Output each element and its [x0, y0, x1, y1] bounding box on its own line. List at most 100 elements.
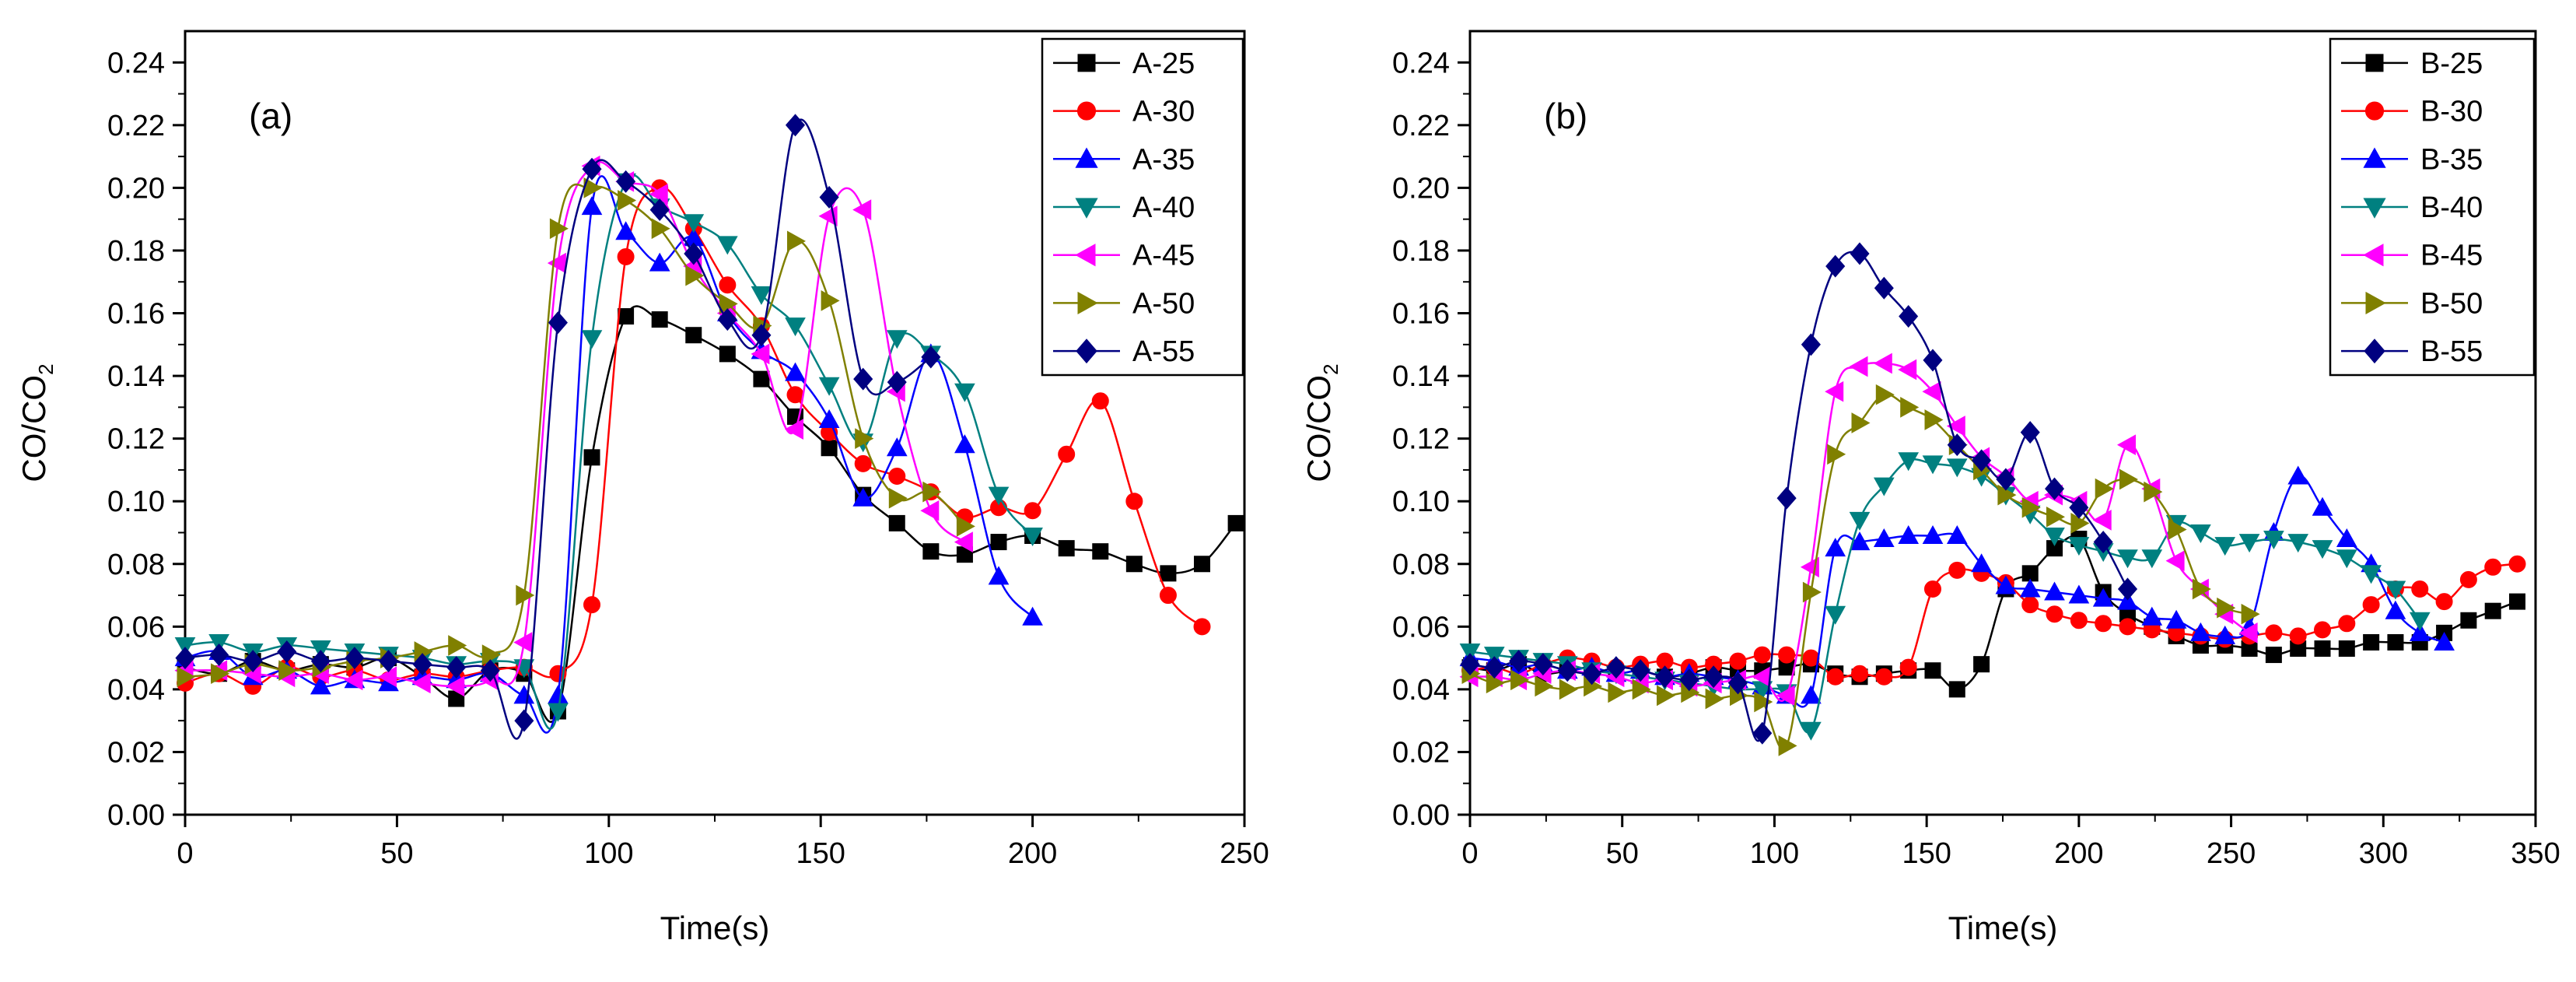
data-point: [2165, 550, 2185, 572]
y-axis-title: CO/CO2: [16, 363, 58, 482]
data-point: [2046, 506, 2066, 528]
data-point: [649, 198, 670, 222]
data-point: [481, 644, 501, 665]
data-point: [1947, 433, 1967, 457]
data-point: [582, 157, 602, 181]
data-point: [277, 640, 297, 664]
data-point: [1850, 242, 1870, 265]
data-point: [1159, 587, 1177, 605]
legend-item-B-25: B-25: [2341, 47, 2483, 80]
data-point: [1923, 580, 1941, 598]
x-tick-label: 150: [796, 837, 845, 870]
data-point: [1703, 665, 1724, 689]
data-point: [2095, 478, 2114, 500]
data-point: [1535, 675, 1554, 697]
data-point: [1922, 524, 1944, 544]
legend-marker: [2364, 338, 2385, 364]
x-tick-label: 0: [1461, 837, 1478, 870]
data-point: [1559, 679, 1578, 700]
data-point: [2509, 593, 2526, 610]
panel-label: (b): [1544, 96, 1587, 136]
y-tick-label: 0.00: [1392, 799, 1450, 832]
data-point: [1899, 658, 1917, 676]
x-tick-label: 150: [1902, 837, 1951, 870]
data-point: [581, 330, 603, 349]
data-point: [2069, 496, 2089, 519]
data-point: [513, 632, 533, 653]
data-point: [751, 343, 770, 365]
data-point: [954, 434, 975, 454]
data-point: [719, 293, 738, 314]
data-point: [2044, 581, 2065, 601]
data-point: [2070, 513, 2090, 534]
data-point: [2508, 555, 2526, 573]
series-B-55: [1460, 242, 2138, 745]
data-point: [819, 185, 839, 209]
data-point: [243, 650, 263, 673]
data-point: [821, 440, 838, 457]
data-point: [1873, 528, 1895, 547]
series-line: [184, 183, 966, 679]
legend-marker: [2365, 291, 2386, 315]
data-point: [1849, 531, 1871, 551]
data-point: [1753, 646, 1771, 664]
legend-label: A-50: [1132, 287, 1195, 320]
data-point: [446, 675, 465, 697]
data-point: [1776, 685, 1795, 707]
legend-label: A-30: [1132, 96, 1195, 128]
legend-item-B-45: B-45: [2341, 240, 2483, 272]
data-point: [1826, 668, 1844, 686]
data-point: [685, 265, 705, 286]
data-point: [1802, 581, 1822, 603]
data-point: [786, 386, 804, 404]
y-tick-label: 0.18: [107, 235, 165, 268]
data-point: [516, 584, 535, 606]
data-point: [1632, 679, 1651, 700]
data-point: [2363, 633, 2380, 651]
data-point: [1801, 685, 1822, 704]
panel-label: (a): [249, 96, 292, 136]
chart-panel-a: 0 50 100 150 200 250Time(s)0.000.020.040.060.…: [16, 30, 1269, 946]
data-point: [548, 685, 569, 704]
series-line: [1469, 563, 2518, 679]
y-tick-label: 0.00: [107, 799, 165, 832]
data-point: [2361, 565, 2382, 584]
data-point: [211, 663, 230, 685]
data-point: [921, 345, 941, 369]
legend-item-B-35: B-35: [2341, 143, 2483, 176]
data-point: [1510, 669, 1530, 691]
legend-marker: [2365, 54, 2384, 72]
y-tick-label: 0.08: [107, 549, 165, 581]
data-point: [1973, 656, 1990, 673]
x-axis-title: Time(s): [660, 910, 770, 946]
data-point: [583, 596, 601, 614]
data-point: [2217, 597, 2236, 619]
data-point: [1606, 656, 1626, 679]
data-point: [2092, 510, 2112, 531]
series-A-45: [174, 155, 973, 697]
x-tick-label: 250: [2207, 837, 2256, 870]
data-point: [2312, 496, 2333, 516]
data-point: [684, 242, 704, 265]
data-point: [2411, 580, 2429, 598]
y-tick-label: 0.02: [1392, 736, 1450, 769]
data-point: [514, 709, 534, 732]
legend-item-A-55: A-55: [1053, 335, 1195, 368]
data-point: [1801, 333, 1821, 356]
y-axis-title-main: CO/CO: [1300, 375, 1337, 482]
data-point: [954, 531, 973, 552]
data-point: [1898, 524, 1920, 544]
data-point: [1679, 668, 1699, 692]
y-tick-label: 0.06: [107, 611, 165, 644]
data-point: [2314, 621, 2331, 639]
data-point: [2460, 612, 2477, 629]
data-point: [854, 454, 872, 472]
data-point: [2312, 540, 2333, 559]
legend-item-A-45: A-45: [1053, 240, 1195, 272]
y-axis-title: CO/CO2: [1300, 363, 1342, 482]
data-point: [2385, 600, 2406, 619]
data-point: [583, 449, 600, 466]
data-point: [853, 367, 873, 391]
data-point: [990, 534, 1007, 551]
legend-marker: [2364, 101, 2385, 121]
